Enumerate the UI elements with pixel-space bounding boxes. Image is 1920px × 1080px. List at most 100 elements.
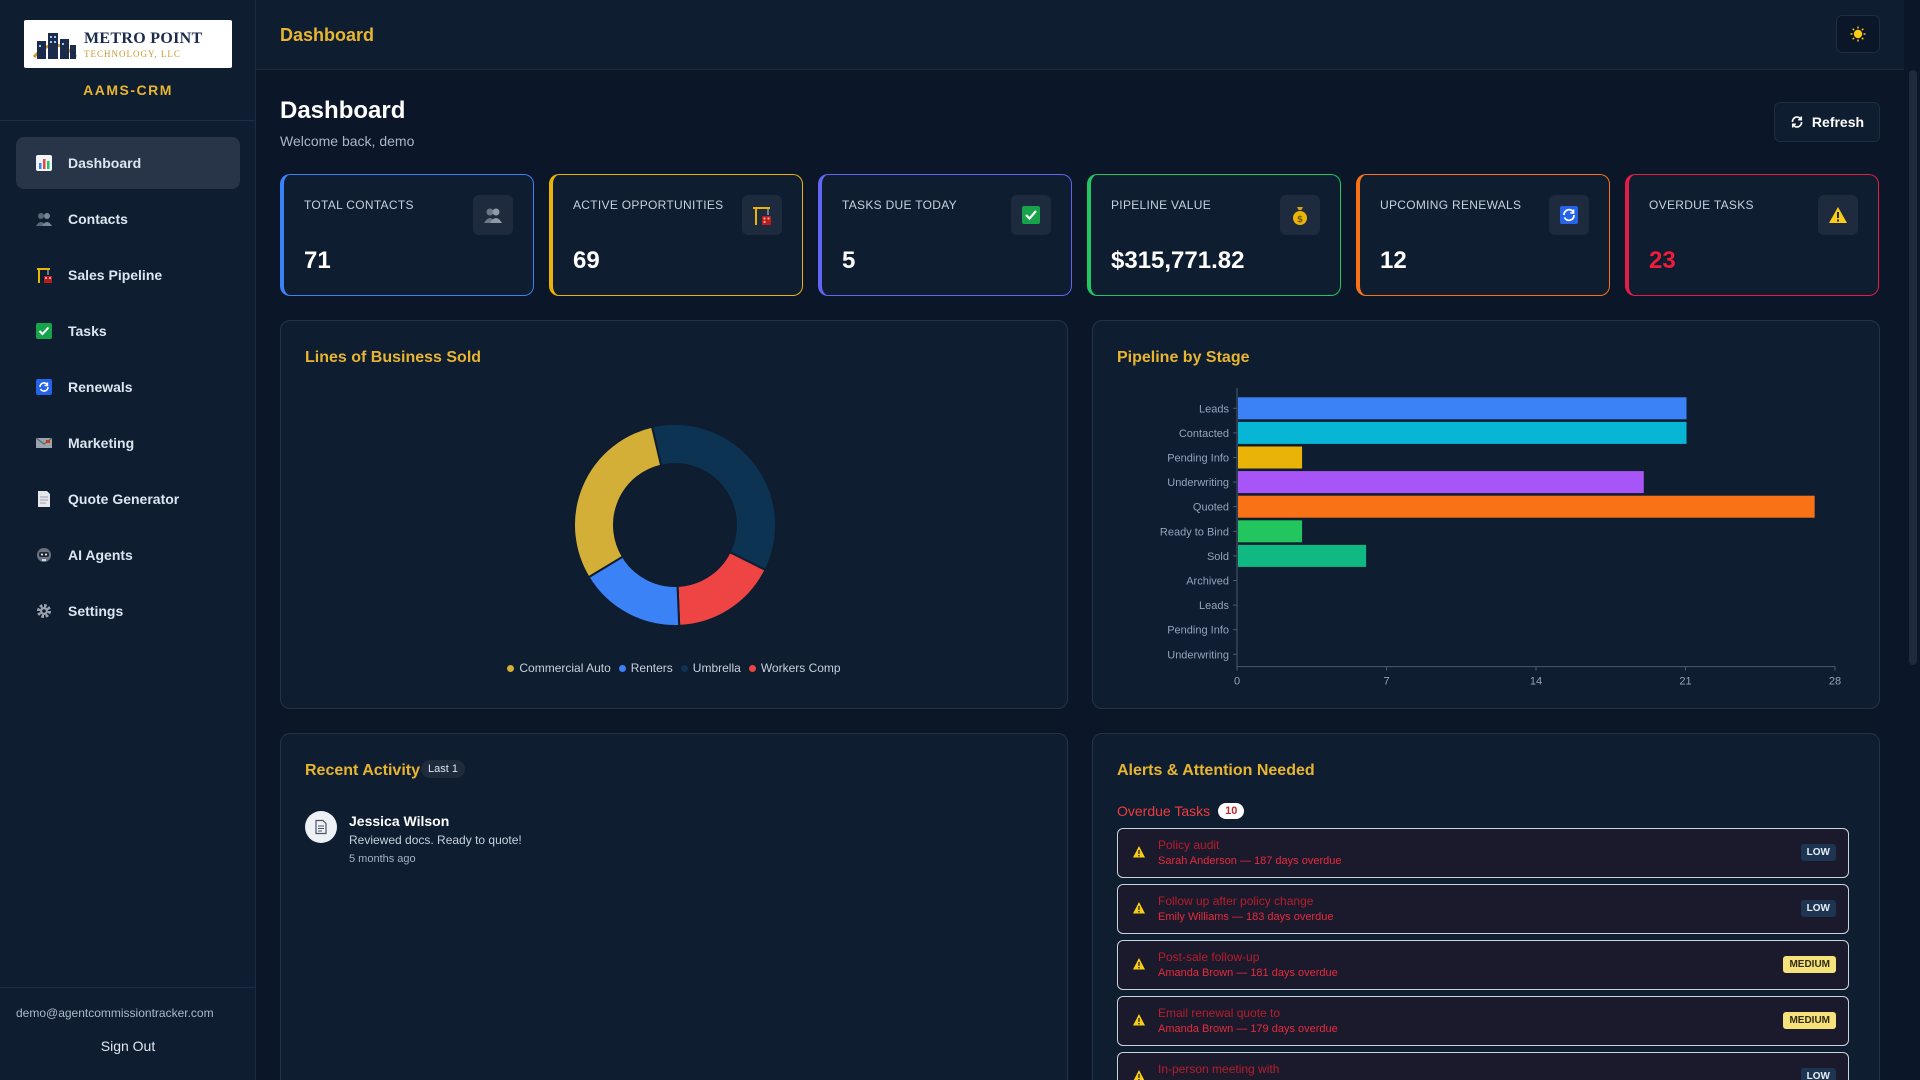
refresh-button[interactable]: Refresh xyxy=(1774,102,1880,142)
alert-row[interactable]: Follow up after policy change Emily Will… xyxy=(1117,884,1849,934)
legend-item-commercial-auto[interactable]: Commercial Auto xyxy=(507,661,611,675)
donut-slice-commercial-auto[interactable] xyxy=(573,425,663,579)
stat-card-active-opportunities[interactable]: ACTIVE OPPORTUNITIES 69 xyxy=(549,174,803,296)
page-title: Dashboard xyxy=(280,97,406,124)
legend-item-workers-comp[interactable]: Workers Comp xyxy=(748,661,841,675)
stat-label: UPCOMING RENEWALS xyxy=(1380,198,1522,212)
sidebar-item-sales-pipeline[interactable]: Sales Pipeline xyxy=(16,249,240,301)
page-scrollbar[interactable] xyxy=(1904,0,1920,1080)
overdue-tasks-label: Overdue Tasks xyxy=(1117,803,1211,819)
donut-chart xyxy=(573,423,777,627)
bar-pending-info[interactable] xyxy=(1238,446,1303,469)
document-icon xyxy=(34,489,54,509)
priority-badge: LOW xyxy=(1800,844,1836,861)
priority-badge: MEDIUM xyxy=(1783,1012,1836,1029)
sidebar-item-label: Contacts xyxy=(68,211,128,227)
warning-icon xyxy=(1133,902,1145,914)
alert-row[interactable]: Email renewal quote to Amanda Brown — 17… xyxy=(1117,996,1849,1046)
activity-contact-name[interactable]: Jessica Wilson xyxy=(349,813,450,829)
x-tick-label: 28 xyxy=(1829,676,1841,688)
sidebar-item-tasks[interactable]: Tasks xyxy=(16,305,240,357)
money-bag-icon: $ xyxy=(1280,195,1320,235)
alert-row[interactable]: In-person meeting with LOW xyxy=(1117,1052,1849,1080)
sidebar-item-ai-agents[interactable]: AI Agents xyxy=(16,529,240,581)
y-tick-label: Contacted xyxy=(1179,428,1229,440)
y-tick-label: Ready to Bind xyxy=(1160,526,1229,538)
recent-activity-panel: Recent Activity Last 1 Jessica Wilson Re… xyxy=(280,733,1068,1080)
robot-icon xyxy=(34,545,54,565)
sidebar-item-label: Settings xyxy=(68,603,124,619)
people-icon xyxy=(473,195,513,235)
alert-subtitle: Sarah Anderson — 187 days overdue xyxy=(1158,855,1342,867)
legend-item-renters[interactable]: Renters xyxy=(618,661,673,675)
sidebar-item-renewals[interactable]: Renewals xyxy=(16,361,240,413)
sidebar-item-label: Dashboard xyxy=(68,155,142,171)
theme-toggle-button[interactable] xyxy=(1836,15,1880,53)
stat-label: TASKS DUE TODAY xyxy=(842,198,957,212)
sidebar-item-label: Renewals xyxy=(68,379,133,395)
donut-slice-umbrella[interactable] xyxy=(650,423,777,572)
y-tick-label: Sold xyxy=(1207,551,1229,563)
legend-item-umbrella[interactable]: Umbrella xyxy=(680,661,741,675)
refresh-icon xyxy=(1549,195,1589,235)
stat-card-tasks-due-today[interactable]: TASKS DUE TODAY 5 xyxy=(818,174,1072,296)
gear-icon xyxy=(34,601,54,621)
stat-value: 69 xyxy=(573,247,600,274)
alert-row[interactable]: Post-sale follow-up Amanda Brown — 181 d… xyxy=(1117,940,1849,990)
alert-subtitle: Amanda Brown — 181 days overdue xyxy=(1158,967,1338,979)
sidebar-item-dashboard[interactable]: Dashboard xyxy=(16,137,240,189)
svg-text:$: $ xyxy=(1297,215,1303,225)
alerts-panel: Alerts & Attention Needed Overdue Tasks … xyxy=(1092,733,1880,1080)
bar-quoted[interactable] xyxy=(1238,495,1815,518)
y-tick-label: Archived xyxy=(1186,576,1229,588)
people-icon xyxy=(34,209,54,229)
building-logo-icon xyxy=(32,33,78,59)
legend-label: Umbrella xyxy=(692,661,741,675)
alert-title: Email renewal quote to xyxy=(1158,1006,1281,1020)
sign-out-button[interactable]: Sign Out xyxy=(100,1038,156,1054)
sun-icon xyxy=(1850,26,1866,42)
bar-ready-to-bind[interactable] xyxy=(1238,520,1303,543)
sidebar: METRO POINT TECHNOLOGY, LLC AAMS-CRM Das… xyxy=(0,0,256,1080)
warning-icon xyxy=(1133,1014,1145,1026)
stat-card-pipeline-value[interactable]: PIPELINE VALUE $315,771.82 $ xyxy=(1087,174,1341,296)
bar-leads[interactable] xyxy=(1238,397,1687,420)
stat-card-overdue-tasks[interactable]: OVERDUE TASKS 23 xyxy=(1625,174,1879,296)
panel-title: Lines of Business Sold xyxy=(305,349,482,366)
alert-row[interactable]: Policy audit Sarah Anderson — 187 days o… xyxy=(1117,828,1849,878)
y-tick-label: Underwriting xyxy=(1167,477,1229,489)
crane-icon xyxy=(34,265,54,285)
bar-sold[interactable] xyxy=(1238,544,1367,567)
envelope-icon xyxy=(34,433,54,453)
legend-label: Workers Comp xyxy=(760,661,841,675)
stat-card-upcoming-renewals[interactable]: UPCOMING RENEWALS 12 xyxy=(1356,174,1610,296)
sidebar-item-label: Tasks xyxy=(68,323,107,339)
stat-label: ACTIVE OPPORTUNITIES xyxy=(573,198,724,212)
pipeline-by-stage-panel: Pipeline by Stage Leads Contacted Pending … xyxy=(1092,320,1880,709)
bar-underwriting[interactable] xyxy=(1238,471,1644,494)
stat-value: 71 xyxy=(304,247,331,274)
note-icon xyxy=(305,811,337,843)
stat-label: OVERDUE TASKS xyxy=(1649,198,1754,212)
stat-value: $315,771.82 xyxy=(1111,247,1245,274)
x-tick-label: 0 xyxy=(1234,676,1240,688)
activity-count-badge: Last 1 xyxy=(421,760,465,778)
sidebar-item-marketing[interactable]: Marketing xyxy=(16,417,240,469)
panel-title: Alerts & Attention Needed xyxy=(1117,762,1315,779)
panel-title: Pipeline by Stage xyxy=(1117,349,1250,366)
y-tick-label: Underwriting xyxy=(1167,649,1229,661)
logo-main-text: METRO POINT xyxy=(84,29,203,47)
sidebar-item-label: Marketing xyxy=(68,435,135,451)
scrollbar-thumb[interactable] xyxy=(1909,70,1917,665)
divider xyxy=(0,120,256,121)
refresh-label: Refresh xyxy=(1811,114,1865,130)
stat-card-total-contacts[interactable]: TOTAL CONTACTS 71 xyxy=(280,174,534,296)
refresh-icon xyxy=(34,377,54,397)
sidebar-item-settings[interactable]: Settings xyxy=(16,585,240,637)
bar-contacted[interactable] xyxy=(1238,421,1687,444)
sidebar-item-quote-generator[interactable]: Quote Generator xyxy=(16,473,240,525)
crane-icon xyxy=(742,195,782,235)
alert-title: Post-sale follow-up xyxy=(1158,950,1260,964)
sidebar-item-contacts[interactable]: Contacts xyxy=(16,193,240,245)
donut-slice-workers-comp[interactable] xyxy=(676,550,767,627)
